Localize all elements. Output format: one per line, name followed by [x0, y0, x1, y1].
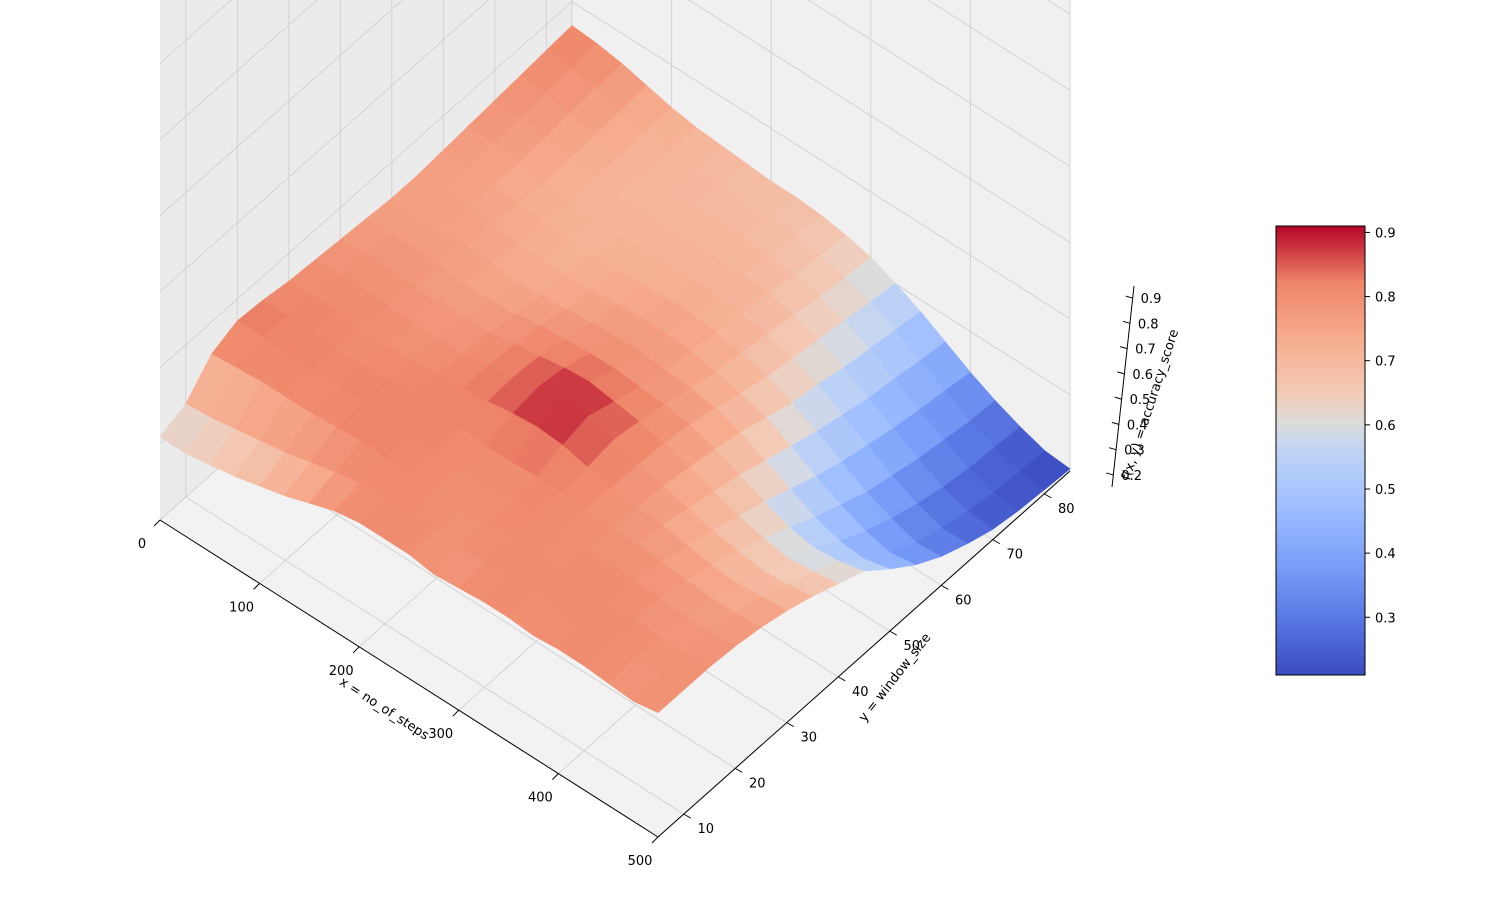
- x-tick-mark: [153, 519, 161, 527]
- colorbar-tick-label: 0.4: [1375, 547, 1396, 562]
- y-tick-label: 60: [955, 593, 972, 608]
- y-tick-mark: [838, 676, 846, 682]
- y-gridline: [185, 0, 685, 815]
- z-gridline: [159, 0, 1071, 216]
- colorbar-tick-label: 0.3: [1375, 611, 1396, 626]
- y-tick-mark: [1044, 493, 1052, 499]
- z-tick-label: 0.5: [1130, 393, 1151, 408]
- x-tick-label: 300: [428, 727, 453, 742]
- y-tick-label: 30: [800, 731, 817, 746]
- z-tick-mark: [1111, 421, 1119, 425]
- z-axis-line: [1111, 285, 1135, 488]
- y-tick-mark: [786, 722, 794, 728]
- colorbar: 0.3 0.4 0.5 0.6 0.7 0.8 0.9: [1275, 225, 1396, 676]
- x-tick-label: 400: [528, 791, 553, 806]
- x-tick-label: 0: [138, 537, 146, 552]
- colorbar-ticks: 0.3 0.4 0.5 0.6 0.7 0.8 0.9: [1365, 226, 1396, 626]
- z-gridline: [159, 0, 1071, 140]
- y-tick-label: 10: [697, 822, 714, 837]
- x-tick-mark: [352, 646, 360, 654]
- x-tick-label: 100: [229, 600, 254, 615]
- z-tick-label: 0.2: [1121, 469, 1142, 484]
- y-tick-mark: [889, 630, 897, 636]
- y-axis-line: [657, 470, 1071, 838]
- z-tick-label: 0.3: [1124, 444, 1145, 459]
- axes-lines-and-ticks: [153, 285, 1135, 844]
- z-tick-label: 0.6: [1132, 368, 1153, 383]
- x-tick-mark: [552, 773, 559, 780]
- z-tick-mark: [1120, 346, 1128, 350]
- y-tick-mark: [941, 584, 949, 590]
- z-tick-label: 0.4: [1127, 418, 1148, 433]
- y-tick-mark: [735, 767, 743, 773]
- z-tick-mark: [1122, 320, 1131, 324]
- y-tick-label: 20: [749, 776, 766, 791]
- x-tick-mark: [651, 836, 659, 844]
- surface-facet: [632, 675, 685, 714]
- colorbar-tick-label: 0.7: [1375, 355, 1396, 370]
- y-tick-label: 50: [903, 639, 920, 654]
- colorbar-tick-label: 0.6: [1375, 419, 1396, 434]
- x-axis-label: x = no_of_steps: [336, 675, 431, 744]
- x-tick-label: 500: [628, 854, 653, 869]
- z-gridline: [159, 0, 1071, 292]
- y-tick-label: 70: [1006, 548, 1023, 563]
- z-tick-label: 0.9: [1141, 292, 1162, 307]
- colorbar-tick-label: 0.5: [1375, 483, 1396, 498]
- z-tick-mark: [1114, 396, 1122, 400]
- x-axis-line: [159, 519, 659, 838]
- colorbar-tick-label: 0.8: [1375, 291, 1396, 306]
- x-tick-mark: [452, 709, 460, 717]
- z-tick-label: 0.7: [1135, 343, 1156, 358]
- axes-tick-labels: 0 100 200 300 400 500 10 20 30 40 50 60 70 80 0.2 0.3 0.…: [138, 292, 1162, 869]
- x-tick-mark: [253, 583, 260, 590]
- y-tick-mark: [992, 539, 1000, 545]
- z-tick-mark: [1125, 295, 1133, 299]
- y-tick-label: 40: [852, 685, 869, 700]
- z-gridline: [159, 1, 1071, 369]
- y-tick-mark: [683, 813, 691, 819]
- y-tick-label: 80: [1058, 502, 1075, 517]
- z-tick-mark: [1108, 447, 1117, 451]
- colorbar-fill: [1275, 225, 1366, 676]
- x-tick-label: 200: [329, 664, 354, 679]
- surface-plot: [159, 25, 1071, 714]
- colorbar-tick-label: 0.9: [1375, 226, 1396, 241]
- z-tick-mark: [1117, 371, 1125, 375]
- z-tick-mark: [1106, 472, 1114, 476]
- z-tick-label: 0.8: [1138, 317, 1159, 332]
